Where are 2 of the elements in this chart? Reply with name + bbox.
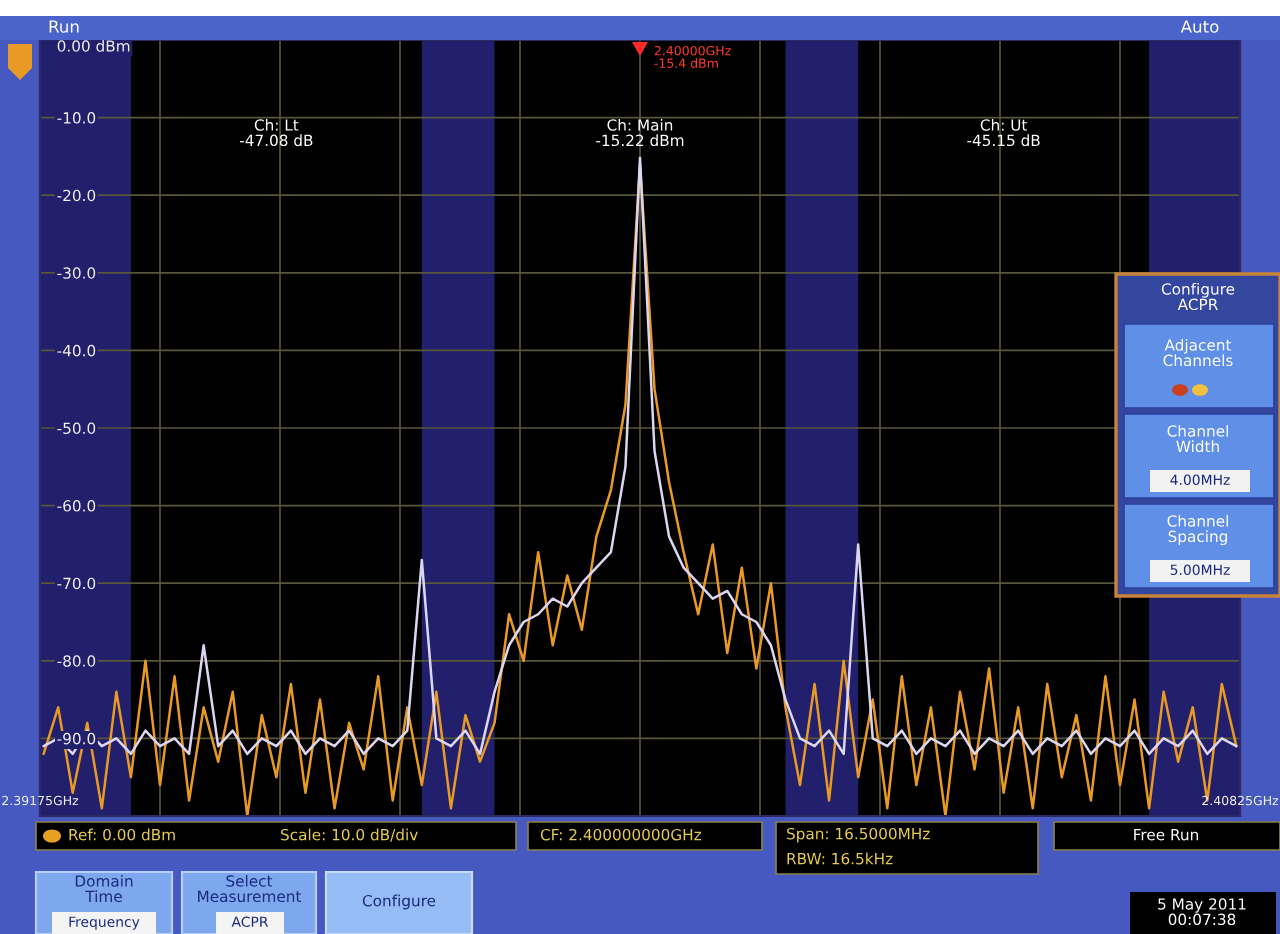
text: Auto bbox=[1180, 20, 1219, 33]
text: Run bbox=[49, 20, 79, 33]
